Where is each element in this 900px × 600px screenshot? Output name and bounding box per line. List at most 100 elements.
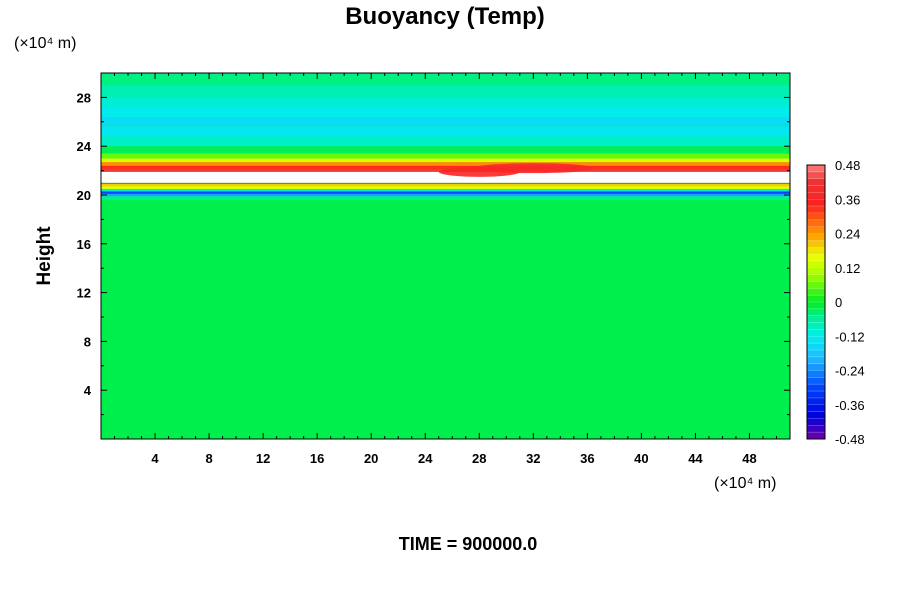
data-band bbox=[101, 85, 790, 98]
colorbar-segment bbox=[807, 397, 825, 406]
data-band bbox=[101, 146, 790, 154]
y-tick-label: 12 bbox=[77, 286, 91, 301]
colorbar-segment bbox=[807, 171, 825, 179]
plot-frame bbox=[100, 72, 791, 440]
colorbar-segment bbox=[807, 425, 825, 433]
colorbar-segment bbox=[807, 418, 825, 426]
data-band bbox=[101, 191, 790, 194]
colorbar-segment bbox=[807, 377, 825, 385]
colorbar-tick-label: 0.36 bbox=[835, 192, 860, 207]
data-band bbox=[101, 171, 790, 183]
data-band bbox=[101, 188, 790, 192]
data-band bbox=[101, 199, 790, 439]
colorbar-segment bbox=[807, 260, 825, 269]
colorbar-segment bbox=[807, 199, 825, 207]
chart-title: Buoyancy (Temp) bbox=[345, 3, 545, 30]
y-tick-label: 8 bbox=[84, 334, 91, 349]
colorbar-segment bbox=[807, 308, 825, 316]
data-band bbox=[101, 153, 790, 159]
x-tick-label: 24 bbox=[418, 451, 433, 466]
colorbar-segment bbox=[807, 411, 825, 419]
colorbar-segment bbox=[807, 233, 825, 241]
colorbar-tick-label: 0.12 bbox=[835, 261, 860, 276]
colorbar-segment bbox=[807, 391, 825, 399]
data-band bbox=[101, 116, 790, 127]
colorbar-segment bbox=[807, 281, 825, 289]
y-axis-label: Height bbox=[34, 226, 55, 286]
colorbar-segment bbox=[807, 363, 825, 371]
x-unit-label: (×10⁴ m) bbox=[714, 475, 776, 492]
colorbar-tick-label: 0 bbox=[835, 295, 842, 310]
data-band bbox=[101, 107, 790, 117]
data-feature bbox=[438, 166, 520, 177]
time-label: TIME = 900000.0 bbox=[399, 534, 538, 554]
data-band bbox=[101, 126, 790, 137]
colorbar-segment bbox=[807, 274, 825, 282]
colorbar-segment bbox=[807, 226, 825, 234]
y-tick-label: 20 bbox=[77, 188, 91, 203]
colorbar-tick-label: 0.24 bbox=[835, 227, 860, 242]
data-band bbox=[101, 73, 790, 86]
colorbar-tick-label: 0.48 bbox=[835, 158, 860, 173]
x-tick-label: 28 bbox=[472, 451, 486, 466]
colorbar-segment bbox=[807, 329, 825, 337]
colorbar-tick-label: -0.24 bbox=[835, 364, 865, 379]
y-tick-label: 4 bbox=[84, 383, 92, 398]
y-tick-label: 16 bbox=[77, 237, 91, 252]
x-tick-label: 48 bbox=[742, 451, 756, 466]
y-tick-label: 24 bbox=[77, 139, 92, 154]
colorbar-segment bbox=[807, 302, 825, 310]
plot-area bbox=[100, 72, 791, 440]
colorbar-segment bbox=[807, 370, 825, 378]
colorbar-segment bbox=[807, 404, 825, 412]
x-tick-label: 16 bbox=[310, 451, 324, 466]
x-tick-label: 20 bbox=[364, 451, 378, 466]
x-tick-label: 4 bbox=[151, 451, 159, 466]
colorbar-segment bbox=[807, 240, 825, 248]
x-axis-ticks: 4 8 12 16 20 24 28 32 36 40 44 48 bbox=[114, 73, 777, 466]
colorbar-segment bbox=[807, 247, 825, 255]
colorbar-segment bbox=[807, 206, 825, 214]
colorbar-segment bbox=[807, 349, 825, 358]
colorbar-tick-label: -0.36 bbox=[835, 398, 865, 413]
data-band bbox=[101, 193, 790, 197]
colorbar-frame bbox=[806, 164, 826, 440]
x-tick-label: 40 bbox=[634, 451, 648, 466]
colorbar-segment bbox=[807, 212, 825, 221]
colorbar-tick-label: -0.12 bbox=[835, 329, 865, 344]
colorbar-segment bbox=[807, 185, 825, 193]
colorbar-segment bbox=[807, 315, 825, 323]
colorbar-segment bbox=[807, 295, 825, 303]
colorbar-segment bbox=[807, 219, 825, 227]
data-band bbox=[101, 97, 790, 108]
data-band bbox=[101, 186, 790, 189]
colorbar-segment bbox=[807, 336, 825, 344]
colorbar-segment bbox=[807, 288, 825, 296]
colorbar-tick-label: -0.48 bbox=[835, 432, 865, 447]
x-tick-label: 12 bbox=[256, 451, 270, 466]
data-band bbox=[101, 182, 790, 185]
colorbar-segment bbox=[807, 165, 825, 173]
data-band bbox=[101, 158, 790, 163]
colorbar-segment bbox=[807, 356, 825, 364]
y-tick-label: 28 bbox=[77, 90, 91, 105]
y-unit-label: (×10⁴ m) bbox=[14, 35, 76, 52]
y-axis-ticks: 4 8 12 16 20 24 28 bbox=[77, 90, 790, 416]
colorbar-segment bbox=[807, 178, 825, 186]
colorbar-segment bbox=[807, 343, 825, 351]
data-band bbox=[101, 184, 790, 187]
colorbar bbox=[806, 164, 826, 440]
colorbar-segment bbox=[807, 254, 825, 262]
data-band bbox=[101, 196, 790, 200]
x-tick-label: 36 bbox=[580, 451, 594, 466]
x-tick-label: 32 bbox=[526, 451, 540, 466]
colorbar-segment bbox=[807, 384, 825, 392]
data-band bbox=[101, 165, 790, 170]
colorbar-segment bbox=[807, 322, 825, 330]
colorbar-segment bbox=[807, 267, 825, 275]
x-tick-label: 8 bbox=[205, 451, 212, 466]
x-tick-label: 44 bbox=[688, 451, 703, 466]
colorbar-ticks: 0.48 0.36 0.24 0.12 0 -0.12 -0.24 -0.36 -0.48 bbox=[835, 158, 865, 447]
data-band bbox=[101, 162, 790, 166]
